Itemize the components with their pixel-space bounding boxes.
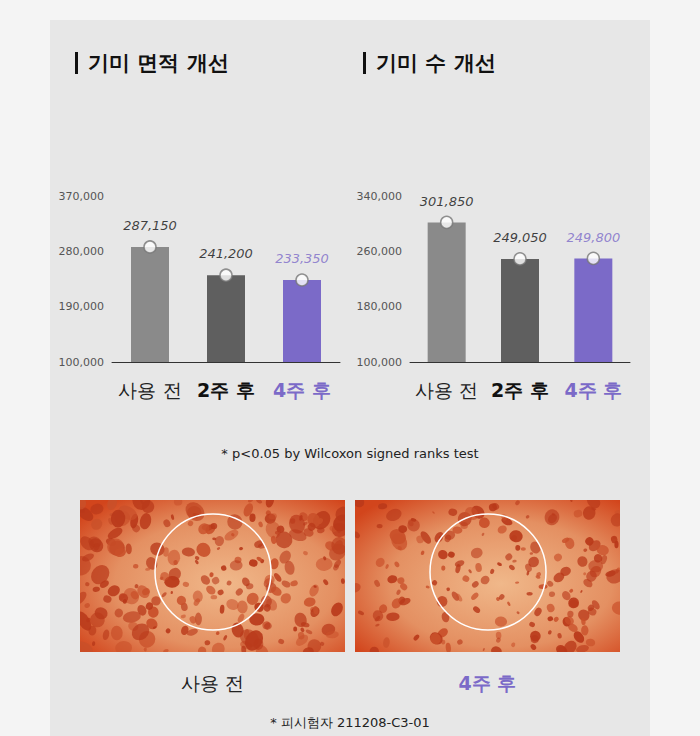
svg-text:190,000: 190,000: [59, 300, 105, 313]
svg-text:4주 후: 4주 후: [564, 379, 622, 401]
svg-text:233,350: 233,350: [275, 251, 329, 266]
html-text:기미 면적 개선: 기미 면적 개선: [88, 51, 229, 75]
html-text:사용 전: 사용 전: [181, 672, 244, 694]
svg-text:100,000: 100,000: [357, 356, 403, 369]
svg-text:370,000: 370,000: [59, 190, 105, 203]
svg-text:사용 전: 사용 전: [415, 379, 478, 401]
svg-text:260,000: 260,000: [357, 245, 403, 258]
svg-text:287,150: 287,150: [123, 218, 177, 233]
svg-text:180,000: 180,000: [357, 300, 403, 313]
svg-text:100,000: 100,000: [59, 356, 105, 369]
html-text:* 피시험자 211208-C3-01: * 피시험자 211208-C3-01: [270, 715, 430, 730]
svg-text:사용 전: 사용 전: [118, 379, 181, 401]
svg-text:2주 후: 2주 후: [491, 379, 549, 401]
svg-text:280,000: 280,000: [59, 245, 105, 258]
svg-text:241,200: 241,200: [199, 246, 253, 261]
html-text:기미 수 개선: 기미 수 개선: [376, 51, 496, 75]
svg-text:249,050: 249,050: [493, 230, 547, 245]
svg-text:340,000: 340,000: [357, 190, 403, 203]
svg-text:2주 후: 2주 후: [197, 379, 255, 401]
svg-text:301,850: 301,850: [420, 194, 474, 209]
svg-text:4주 후: 4주 후: [273, 379, 331, 401]
html-text:* p<0.05 by Wilcoxon signed ra: * p<0.05 by Wilcoxon signed ranks test: [221, 446, 479, 461]
svg-text:249,800: 249,800: [566, 230, 620, 245]
html-text:4주 후: 4주 후: [458, 672, 517, 694]
